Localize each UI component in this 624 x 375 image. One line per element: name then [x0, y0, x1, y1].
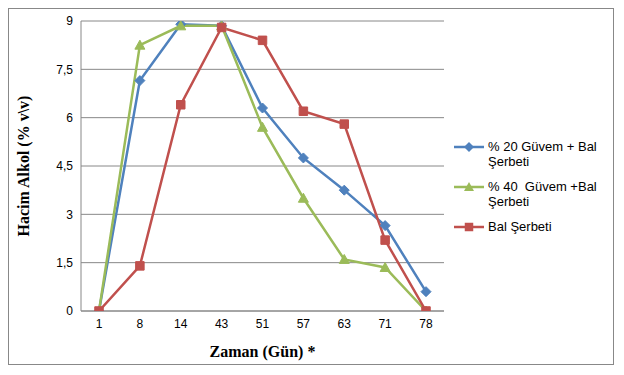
svg-text:Hacim Alkol (% v\v): Hacim Alkol (% v\v): [15, 96, 33, 237]
svg-text:14: 14: [174, 317, 188, 331]
svg-text:57: 57: [297, 317, 311, 331]
svg-text:51: 51: [256, 317, 270, 331]
svg-text:9: 9: [66, 14, 73, 28]
html-text:% 40 Güvem +Bal Şerbeti: % 40 Güvem +Bal Şerbeti: [488, 178, 601, 209]
svg-text:4,5: 4,5: [56, 159, 73, 173]
html-text:Bal Şerbeti: Bal Şerbeti: [488, 218, 552, 234]
svg-text:6: 6: [66, 111, 73, 125]
svg-text:7,5: 7,5: [56, 63, 73, 77]
svg-text:1,5: 1,5: [56, 256, 73, 270]
svg-text:Zaman (Gün) *: Zaman (Gün) *: [210, 343, 316, 361]
svg-text:43: 43: [215, 317, 229, 331]
svg-text:71: 71: [378, 317, 392, 331]
html-text:% 20 Güvem + Bal Şerbeti: % 20 Güvem + Bal Şerbeti: [488, 138, 601, 169]
svg-text:3: 3: [66, 208, 73, 222]
svg-text:63: 63: [338, 317, 352, 331]
svg-text:8: 8: [137, 317, 144, 331]
svg-text:78: 78: [419, 317, 433, 331]
svg-text:1: 1: [96, 317, 103, 331]
svg-text:0: 0: [66, 304, 73, 318]
